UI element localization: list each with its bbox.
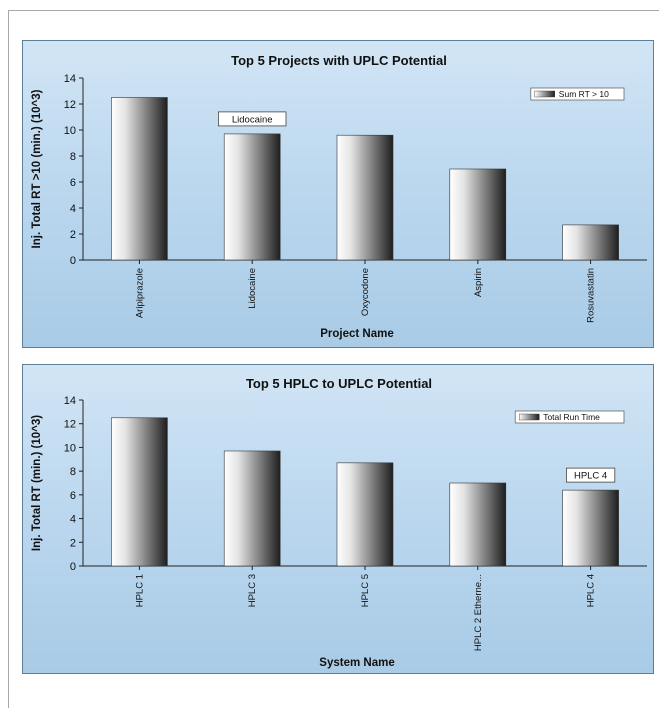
y-tick-label: 8 bbox=[70, 151, 76, 163]
systems-chart-panel: Top 5 HPLC to UPLC Potential 0 2 4 6 8 10 12 14 I… bbox=[22, 364, 654, 674]
projects-chart-panel: Top 5 Projects with UPLC Potential 0 2 4 6 8 1… bbox=[22, 40, 654, 348]
legend-swatch bbox=[534, 90, 555, 98]
bar bbox=[223, 450, 281, 567]
chart-title: Top 5 Projects with UPLC Potential bbox=[231, 53, 447, 68]
x-tick-label: Lidocaine bbox=[247, 268, 258, 309]
annotation-box bbox=[217, 111, 287, 127]
x-tick-label: Aripiprazole bbox=[134, 268, 145, 318]
y-axis-title: Inj. Total RT >10 (min.) (10^3) bbox=[31, 89, 43, 248]
legend-swatch bbox=[519, 413, 540, 421]
x-tick-label: HPLC 4 bbox=[586, 574, 597, 607]
annotation-box bbox=[566, 467, 616, 483]
y-tick-label: 12 bbox=[64, 99, 76, 111]
bar bbox=[336, 134, 394, 261]
x-axis-title: System Name bbox=[319, 657, 394, 669]
legend-label: Sum RT > 10 bbox=[559, 89, 609, 99]
bar bbox=[449, 482, 507, 567]
x-tick-label: Rosuvastatin bbox=[586, 268, 597, 323]
legend-label: Total Run Time bbox=[543, 412, 600, 422]
y-tick-label: 0 bbox=[70, 561, 76, 573]
x-tick-label: Oxycodone bbox=[360, 268, 371, 316]
bar bbox=[562, 489, 619, 567]
y-tick-label: 4 bbox=[70, 514, 76, 526]
y-tick-label: 0 bbox=[70, 255, 76, 267]
bar bbox=[111, 97, 168, 261]
y-tick-label: 2 bbox=[70, 537, 76, 549]
y-tick-label: 2 bbox=[70, 229, 76, 241]
y-tick-label: 12 bbox=[64, 419, 76, 431]
projects-chart: Top 5 Projects with UPLC Potential 0 2 4 6 8 1… bbox=[31, 53, 647, 340]
x-tick-label: HPLC 1 bbox=[134, 574, 145, 607]
bar bbox=[562, 224, 619, 261]
x-tick-label: Aspirin bbox=[473, 268, 484, 297]
y-tick-label: 6 bbox=[70, 490, 76, 502]
y-tick-label: 10 bbox=[64, 442, 76, 454]
annotation-label: Lidocaine bbox=[232, 114, 273, 125]
y-tick-label: 6 bbox=[70, 177, 76, 189]
legend-box bbox=[514, 410, 625, 424]
y-tick-label: 10 bbox=[64, 125, 76, 137]
annotation-label: HPLC 4 bbox=[574, 471, 607, 482]
y-axis-title: Inj. Total RT (min.) (10^3) bbox=[31, 415, 43, 551]
y-tick-label: 14 bbox=[64, 73, 76, 85]
bar bbox=[449, 168, 507, 261]
bar bbox=[223, 133, 281, 261]
page-frame bbox=[8, 10, 659, 708]
x-axis-title: Project Name bbox=[320, 328, 394, 340]
y-tick-label: 14 bbox=[64, 395, 76, 407]
y-tick-label: 4 bbox=[70, 203, 76, 215]
bar bbox=[111, 417, 168, 567]
y-tick-label: 8 bbox=[70, 466, 76, 478]
x-tick-label: HPLC 5 bbox=[360, 574, 371, 607]
chart-title: Top 5 HPLC to UPLC Potential bbox=[246, 376, 432, 391]
x-tick-label: HPLC 2 Etherne... bbox=[473, 574, 484, 651]
bar bbox=[336, 462, 394, 567]
x-tick-label: HPLC 3 bbox=[247, 574, 258, 607]
systems-chart: Top 5 HPLC to UPLC Potential 0 2 4 6 8 10 12 14 I… bbox=[31, 376, 647, 669]
